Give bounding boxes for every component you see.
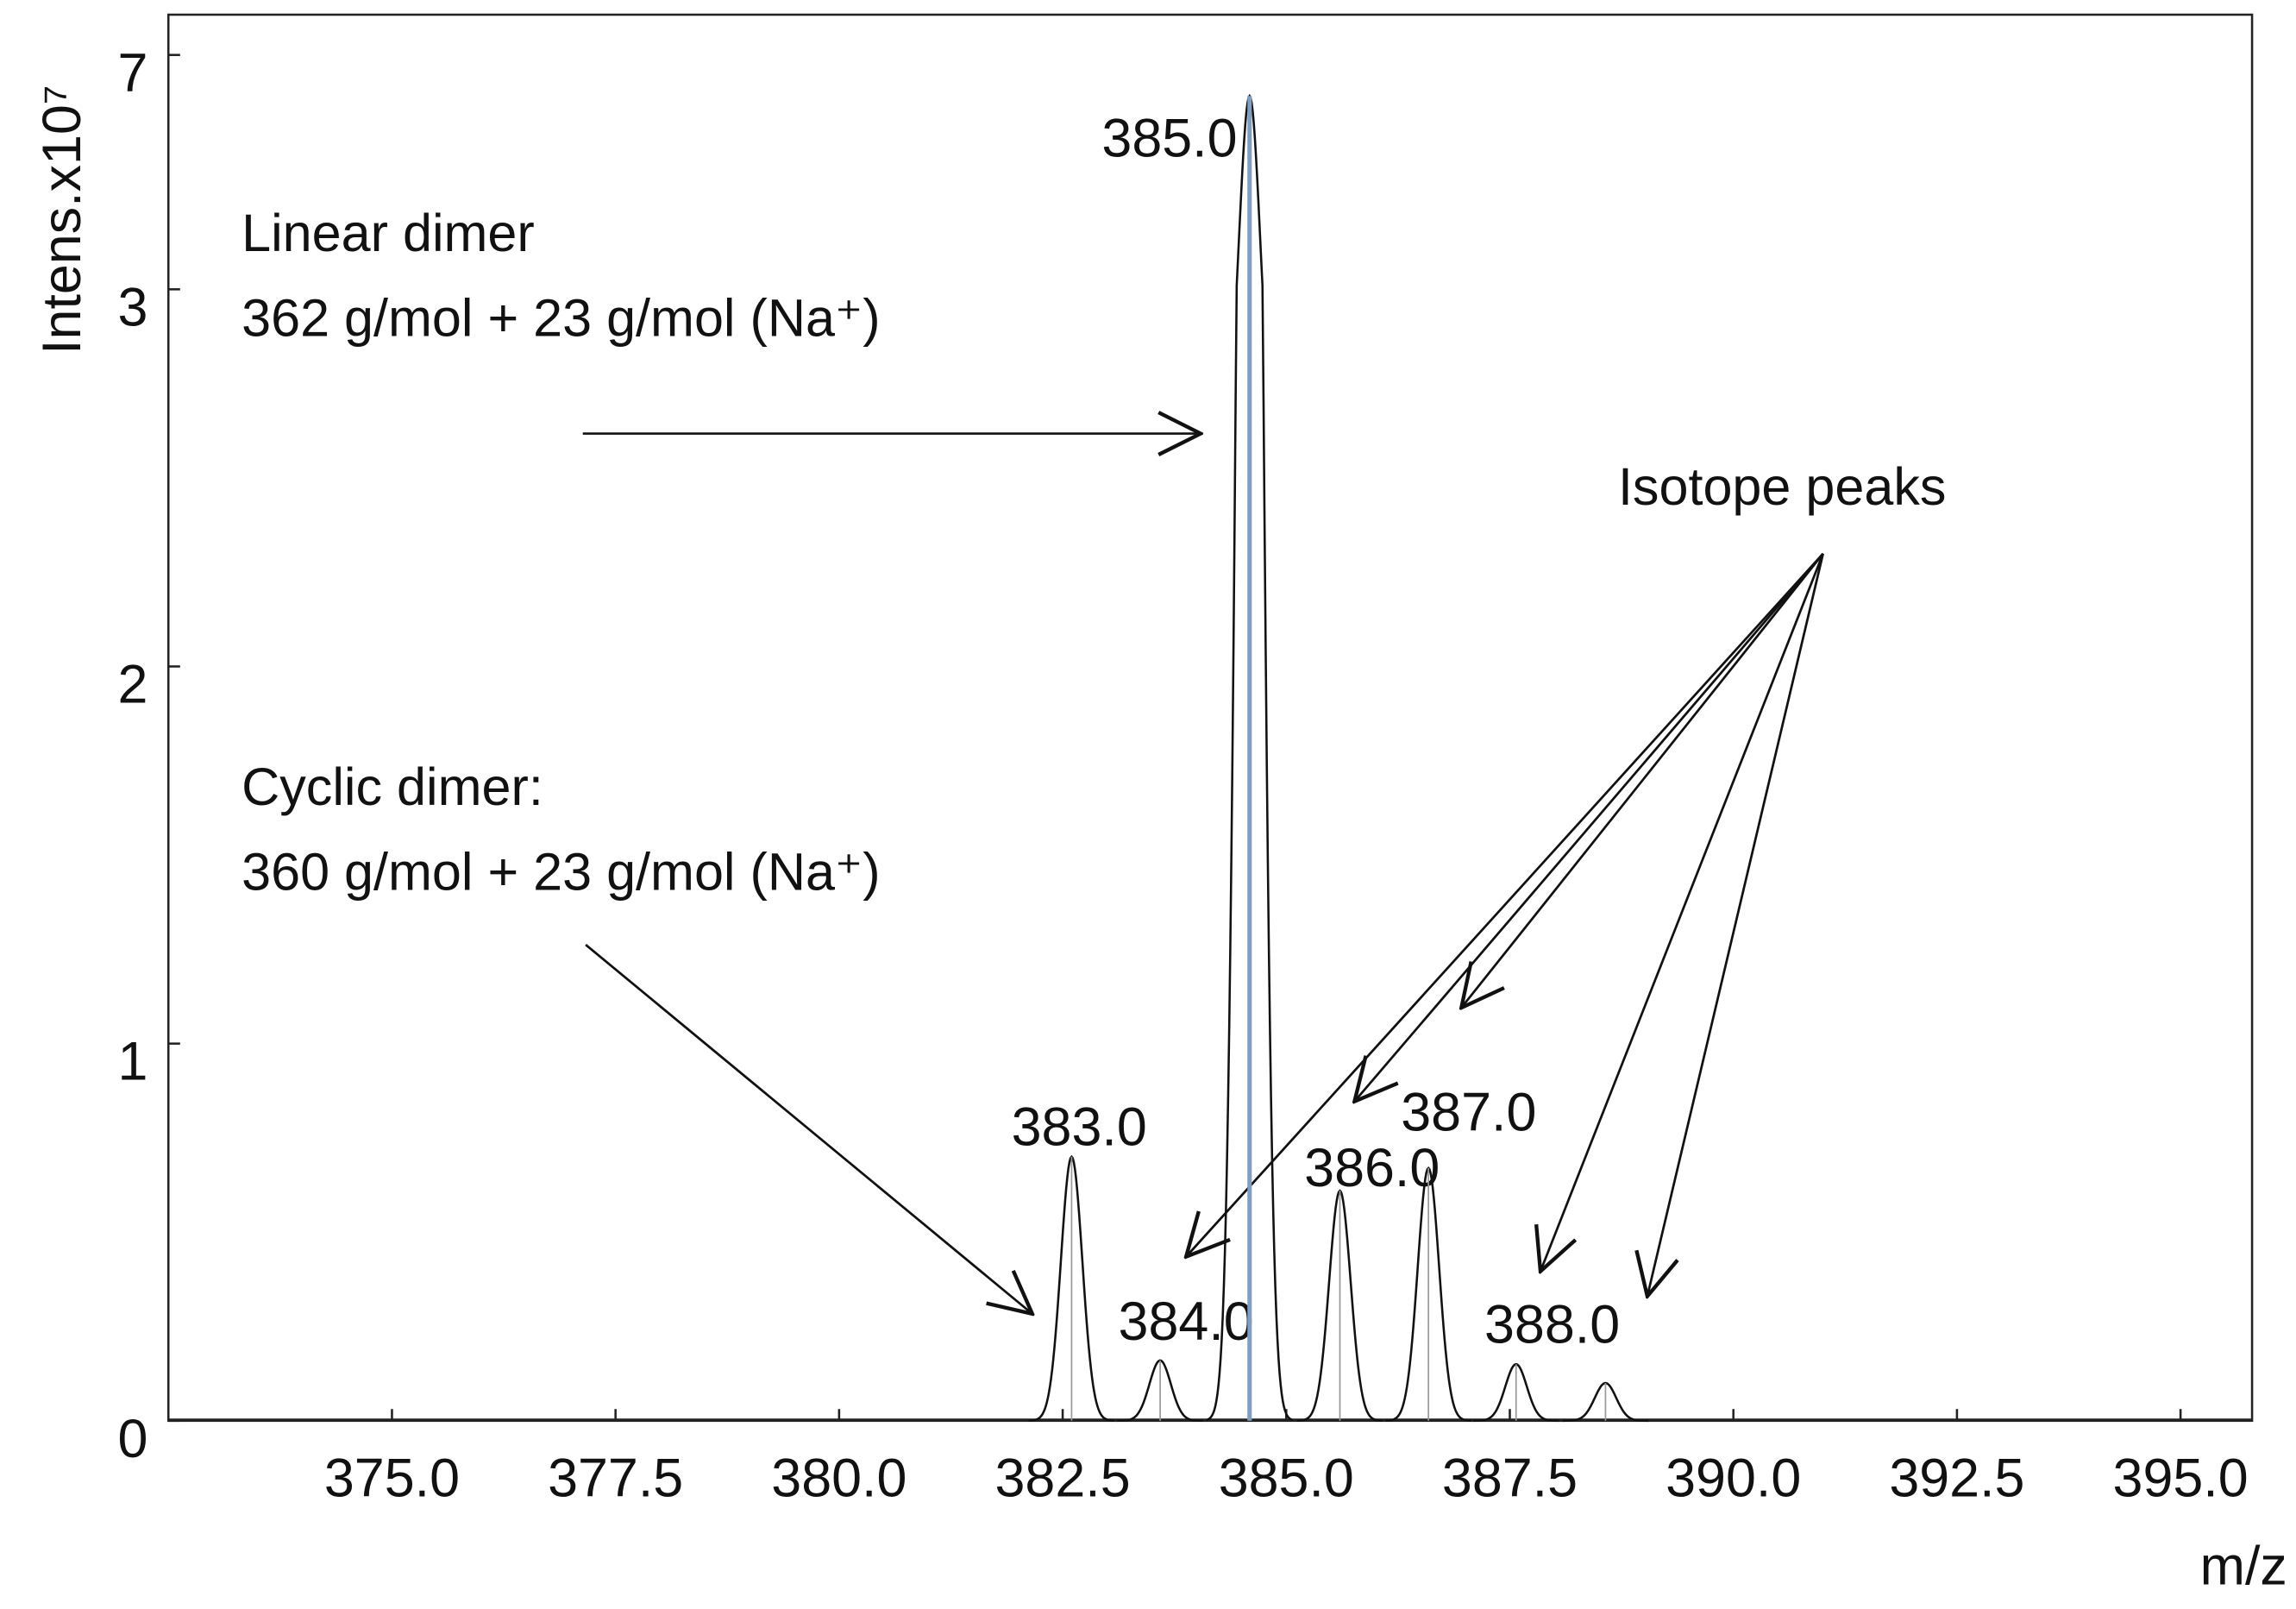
peak-label: 384.0 bbox=[1119, 1292, 1254, 1352]
x-tick-label: 385.0 bbox=[1219, 1449, 1354, 1509]
x-tick-label: 395.0 bbox=[2113, 1449, 2249, 1509]
arrow bbox=[1647, 553, 1824, 1297]
y-tick-label: 7 bbox=[118, 43, 148, 104]
peak-label: 385.0 bbox=[1101, 108, 1237, 168]
plot-frame bbox=[166, 13, 2254, 1423]
x-tick-label: 387.5 bbox=[1442, 1449, 1578, 1509]
x-axis-label: m/z bbox=[2200, 1537, 2287, 1597]
peak-profile bbox=[1296, 1189, 1383, 1422]
annotation: Cyclic dimer: bbox=[242, 757, 543, 816]
arrow bbox=[1461, 552, 1824, 1008]
x-tick-label: 390.0 bbox=[1666, 1449, 1801, 1509]
arrow bbox=[1354, 552, 1824, 1102]
x-tick-label: 377.5 bbox=[548, 1449, 683, 1509]
peak-label: 383.0 bbox=[1012, 1097, 1147, 1157]
arrow bbox=[1186, 552, 1824, 1257]
y-tick-label: 0 bbox=[118, 1409, 148, 1469]
peak-label: 387.0 bbox=[1401, 1082, 1536, 1142]
x-tick-label: 375.0 bbox=[324, 1449, 460, 1509]
y-tick-label: 3 bbox=[118, 277, 148, 337]
x-tick-label: 392.5 bbox=[1889, 1449, 2024, 1509]
peak-label: 388.0 bbox=[1484, 1294, 1620, 1354]
arrow bbox=[1540, 553, 1824, 1272]
arrows bbox=[582, 434, 1824, 1314]
x-tick-label: 382.5 bbox=[994, 1449, 1130, 1509]
y-tick-label: 1 bbox=[118, 1032, 148, 1092]
y-tick-label: 2 bbox=[118, 655, 148, 715]
annotation: Linear dimer bbox=[242, 204, 535, 262]
annotation: 360 g/mol + 23 g/mol (Na⁺) bbox=[242, 842, 880, 901]
peak-label: 386.0 bbox=[1304, 1138, 1440, 1198]
annotation: Isotope peaks bbox=[1618, 457, 1947, 516]
x-tick-label: 380.0 bbox=[771, 1449, 906, 1509]
y-axis-label: Intens.x10⁷ bbox=[32, 85, 92, 354]
annotation: 362 g/mol + 23 g/mol (Na⁺) bbox=[242, 289, 880, 348]
arrow bbox=[585, 944, 1032, 1314]
